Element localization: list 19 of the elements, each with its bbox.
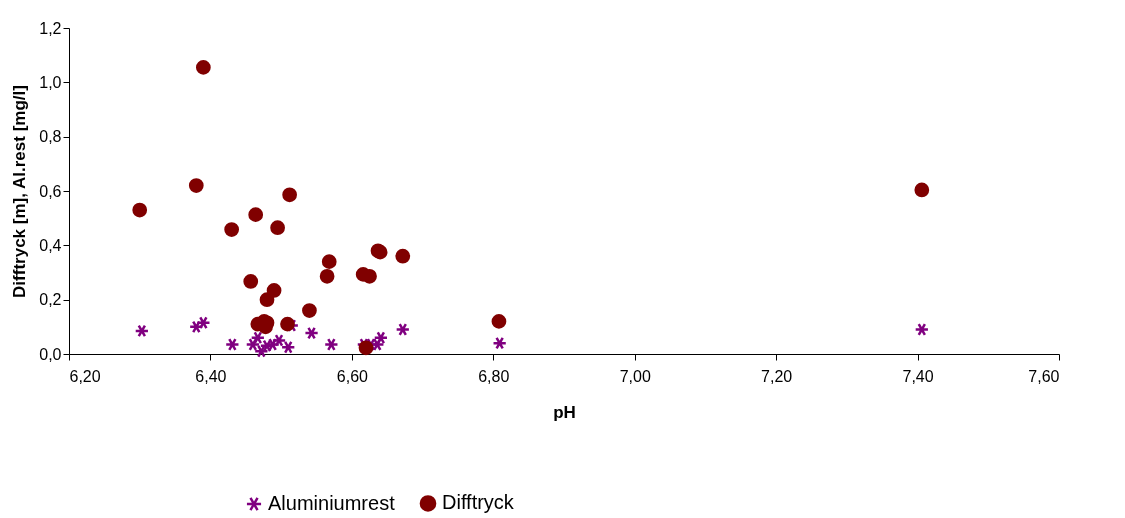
y-tick-label: 0,8: [39, 128, 62, 146]
y-tick-label: 1,0: [39, 73, 62, 91]
x-tick-label: 7,40: [902, 367, 934, 385]
y-tick-label: 0,0: [39, 345, 62, 363]
y-tick-label: 1,2: [39, 19, 62, 37]
legend-label: Difftryck: [442, 491, 515, 514]
x-tick-label: 6,20: [69, 367, 101, 385]
x-tick-label: 7,00: [619, 367, 651, 385]
x-tick-label: 6,40: [195, 367, 227, 385]
y-tick-label: 0,4: [39, 236, 62, 254]
y-tick-label: 0,2: [39, 291, 62, 309]
x-tick-label: 6,80: [478, 367, 510, 385]
legend-label: Aluminiumrest: [268, 491, 396, 514]
x-tick-label: 6,60: [336, 367, 369, 385]
x-tick-label: 7,60: [1028, 367, 1060, 385]
x-axis-title: pH: [553, 402, 576, 422]
y-tick-label: 0,6: [39, 182, 62, 200]
x-tick-label: 7,20: [761, 367, 793, 385]
y-axis-title: Difftryck [m], Al.rest [mg/l]: [10, 85, 30, 298]
